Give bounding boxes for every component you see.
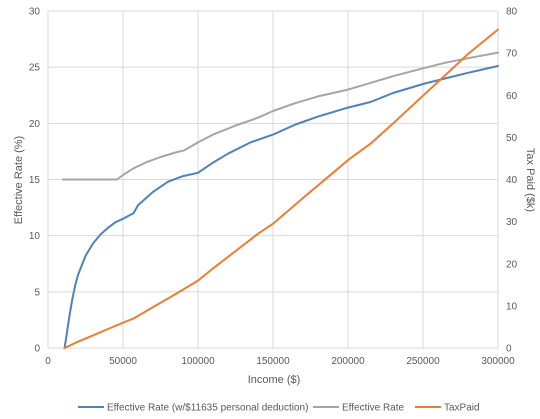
x-tick-label: 100000 <box>181 356 215 367</box>
x-tick-label: 150000 <box>256 356 290 367</box>
y-right-tick-label: 10 <box>506 301 518 312</box>
y-right-tick-label: 70 <box>506 49 518 60</box>
series-line-3 <box>63 28 499 349</box>
y-left-tick-label: 5 <box>34 287 40 298</box>
y-left-tick-label: 0 <box>34 344 40 355</box>
y-left-tick-label: 30 <box>29 7 41 18</box>
y-left-tick-label: 20 <box>29 119 41 130</box>
y-right-tick-label: 40 <box>506 175 518 186</box>
x-tick-label: 200000 <box>331 356 365 367</box>
gridlines <box>47 10 499 349</box>
series-line-2 <box>62 51 499 181</box>
legend-label: Effective Rate (w/$11635 personal deduct… <box>107 403 308 414</box>
y-left-tick-label: 15 <box>29 175 41 186</box>
tick-labels: 0 50000 100000 150000 200000 250000 3000000510… <box>29 7 518 368</box>
y-right-tick-label: 30 <box>506 217 518 228</box>
legend-label: Effective Rate <box>342 403 405 414</box>
y-left-tick-label: 25 <box>29 63 41 74</box>
legend-label: TaxPaid <box>444 403 480 414</box>
y-axis-right-title: Tax Paid ($k) <box>524 148 536 212</box>
legend-item-2: Effective Rate <box>313 403 405 414</box>
y-left-tick-label: 10 <box>29 231 41 242</box>
y-right-tick-label: 0 <box>506 344 512 355</box>
legend: Effective Rate (w/$11635 personal deduct… <box>78 403 480 414</box>
x-axis-title: Income ($) <box>248 374 301 386</box>
x-tick-label: 300000 <box>481 356 515 367</box>
x-tick-label: 250000 <box>406 356 440 367</box>
x-tick-label: 0 <box>45 356 51 367</box>
series-line-1 <box>63 65 499 349</box>
legend-item-1: Effective Rate (w/$11635 personal deduct… <box>78 403 308 414</box>
y-right-tick-label: 50 <box>506 133 518 144</box>
series-layer <box>62 28 499 349</box>
y-axis-left-title: Effective Rate (%) <box>13 136 25 224</box>
y-right-tick-label: 80 <box>506 7 518 18</box>
legend-item-3: TaxPaid <box>415 403 480 414</box>
y-right-tick-label: 20 <box>506 259 518 270</box>
x-tick-label: 50000 <box>109 356 137 367</box>
y-right-tick-label: 60 <box>506 91 518 102</box>
